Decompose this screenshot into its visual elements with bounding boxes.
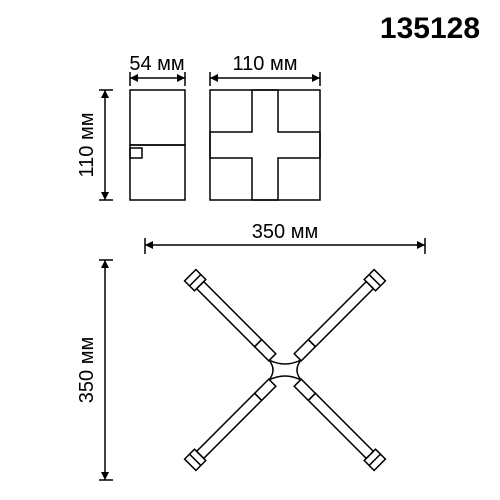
- dim-110mm-left: 110 мм: [76, 90, 113, 200]
- cross-view-block: [210, 90, 320, 200]
- dim-110mm-top: 110 мм: [210, 53, 320, 86]
- side-view-block: [130, 90, 185, 200]
- dim-110mm-top-label: 110 мм: [233, 53, 298, 75]
- dim-350mm-h: 350 мм: [145, 221, 425, 254]
- dim-350mm-v-label: 350 мм: [76, 337, 98, 403]
- dim-54mm-label: 54 мм: [129, 53, 184, 75]
- dimension-drawing: 135128 54 мм 110 мм 110 мм: [0, 0, 500, 500]
- dim-54mm: 54 мм: [129, 53, 185, 86]
- part-number: 135128: [380, 12, 480, 45]
- dim-350mm-v: 350 мм: [76, 260, 113, 480]
- dim-110mm-left-label: 110 мм: [76, 113, 98, 178]
- dim-350mm-h-label: 350 мм: [252, 221, 318, 243]
- main-x-view: [185, 270, 386, 471]
